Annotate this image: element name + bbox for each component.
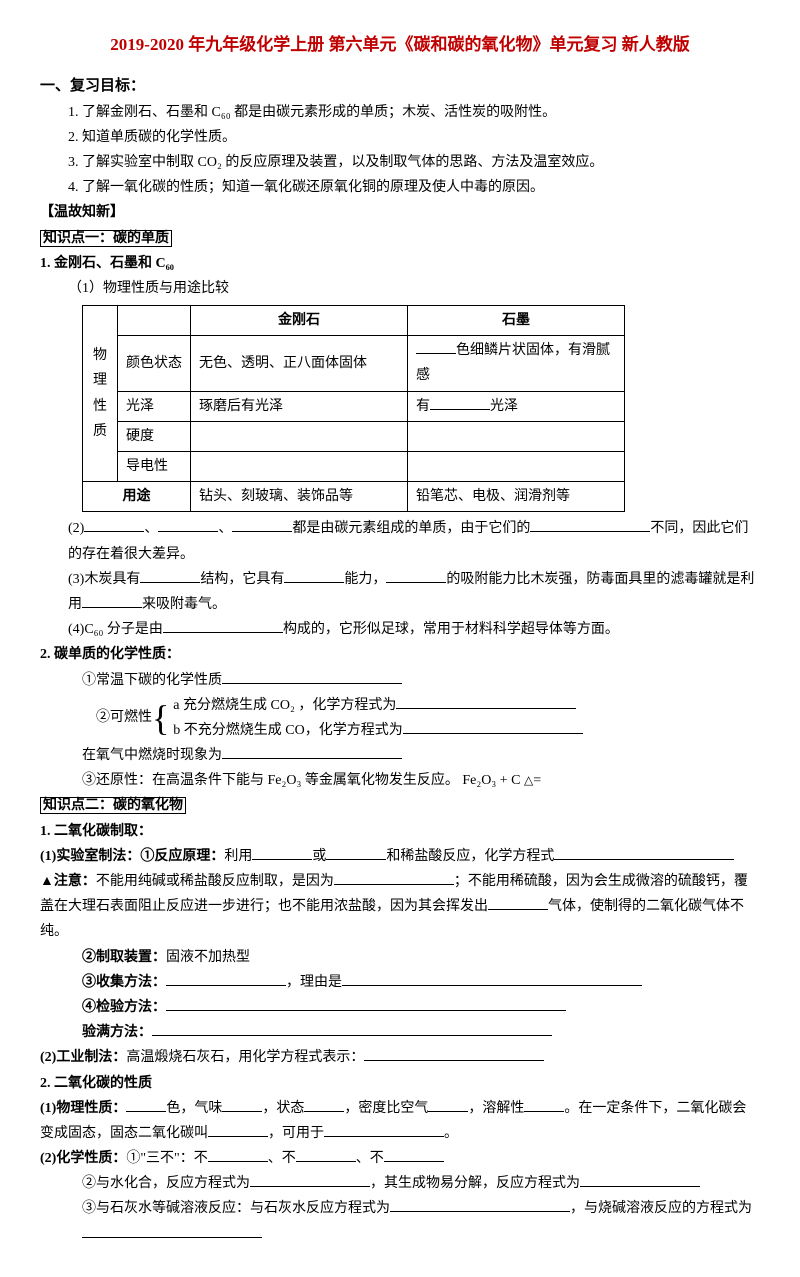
k2-warn: ▲注意：不能用纯碱或稀盐酸反应制取，是因为；不能用稀硫酸，因为会生成微溶的硫酸钙…: [40, 869, 760, 945]
comparison-table: 物理性质 金刚石 石墨 颜色状态 无色、透明、正八面体固体 色细鳞片状固体，有滑…: [82, 305, 625, 512]
k2-3-heading: 2. 二氧化碳的性质: [40, 1071, 760, 1096]
k2-1-5: 验满方法：: [40, 1020, 760, 1045]
row-hardness-label: 硬度: [118, 421, 191, 451]
k2-3-3: ②与水化合，反应方程式为，其生成物易分解，反应方程式为: [40, 1171, 760, 1196]
k2-1-4: ④检验方法：: [40, 995, 760, 1020]
k2-1-3: ③收集方法：，理由是: [40, 970, 760, 995]
goal-1: 1. 了解金刚石、石墨和 C₆₀ 都是由碳元素形成的单质；木炭、活性炭的吸附性。: [40, 100, 760, 125]
goal-4: 4. 了解一氧化碳的性质；知道一氧化碳还原氧化铜的原理及使人中毒的原因。: [40, 175, 760, 200]
k1-2-3: ③还原性：在高温条件下能与 Fe₂O₃ 等金属氧化物发生反应。 Fe₂O₃ + …: [40, 768, 760, 793]
k1-2-2-brace: ②可燃性 { a 充分燃烧生成 CO₂ ，化学方程式为 b 不充分燃烧生成 CO…: [40, 693, 760, 743]
k2-1-2: ②制取装置：固液不加热型: [40, 945, 760, 970]
k1-2-2c: 在氧气中燃烧时现象为: [40, 743, 760, 768]
k2-3-4: ③与石灰水等碱溶液反应：与石灰水反应方程式为，与烧碱溶液反应的方程式为: [40, 1196, 760, 1246]
row-use-graphite: 铅笔芯、电极、润滑剂等: [408, 482, 625, 512]
k1-1-3: (3)木炭具有结构，它具有能力，的吸附能力比木炭强，防毒面具里的滤毒罐就是利用来…: [40, 567, 760, 617]
th-diamond: 金刚石: [191, 306, 408, 336]
row-color-graphite: 色细鳞片状固体，有滑腻感: [408, 336, 625, 391]
k1-2-heading: 2. 碳单质的化学性质：: [40, 642, 760, 667]
k2-1-heading: 1. 二氧化碳制取：: [40, 819, 760, 844]
row-conduct-label: 导电性: [118, 452, 191, 482]
k1-1-2: (2)、、都是由碳元素组成的单质，由于它们的不同，因此它们的存在着很大差异。: [40, 516, 760, 566]
row-luster-diamond: 琢磨后有光泽: [191, 391, 408, 421]
row-luster-label: 光泽: [118, 391, 191, 421]
row-color-label: 颜色状态: [118, 336, 191, 391]
k2-1-1: (1)实验室制法：①反应原理：利用或和稀盐酸反应，化学方程式: [40, 844, 760, 869]
wengu-heading: 【温故知新】: [40, 200, 760, 225]
row-color-diamond: 无色、透明、正八面体固体: [191, 336, 408, 391]
row-use-label: 用途: [83, 482, 191, 512]
k1-1-heading: 1. 金刚石、石墨和 C₆₀: [40, 251, 760, 276]
k1-2-1: ①常温下碳的化学性质: [40, 668, 760, 693]
k1-2-2a: a 充分燃烧生成 CO₂ ，化学方程式为: [173, 693, 582, 718]
kp2-heading: 知识点二：碳的氧化物: [40, 797, 186, 814]
k2-3-1: (1)物理性质：色，气味，状态，密度比空气，溶解性。在一定条件下，二氧化碳会变成…: [40, 1096, 760, 1146]
kp1-heading: 知识点一：碳的单质: [40, 230, 172, 247]
goal-3: 3. 了解实验室中制取 CO₂ 的反应原理及装置，以及制取气体的思路、方法及温室…: [40, 150, 760, 175]
page-title: 2019-2020 年九年级化学上册 第六单元《碳和碳的氧化物》单元复习 新人教…: [40, 30, 760, 61]
goal-2: 2. 知道单质碳的化学性质。: [40, 125, 760, 150]
th-graphite: 石墨: [408, 306, 625, 336]
k1-2-2b: b 不充分燃烧生成 CO，化学方程式为: [173, 718, 582, 743]
row-use-diamond: 钻头、刻玻璃、装饰品等: [191, 482, 408, 512]
section-goals-heading: 一、复习目标：: [40, 73, 760, 100]
k1-1-1: （1）物理性质与用途比较: [40, 276, 760, 301]
k1-1-4: (4)C₆₀ 分子是由构成的，它形似足球，常用于材料科学超导体等方面。: [40, 617, 760, 642]
row-luster-graphite: 有光泽: [408, 391, 625, 421]
k2-2: (2)工业制法：高温煅烧石灰石，用化学方程式表示：: [40, 1045, 760, 1070]
k2-3-2: (2)化学性质：①"三不"：不、不、不: [40, 1146, 760, 1171]
th-phys: 物理性质: [83, 306, 118, 482]
